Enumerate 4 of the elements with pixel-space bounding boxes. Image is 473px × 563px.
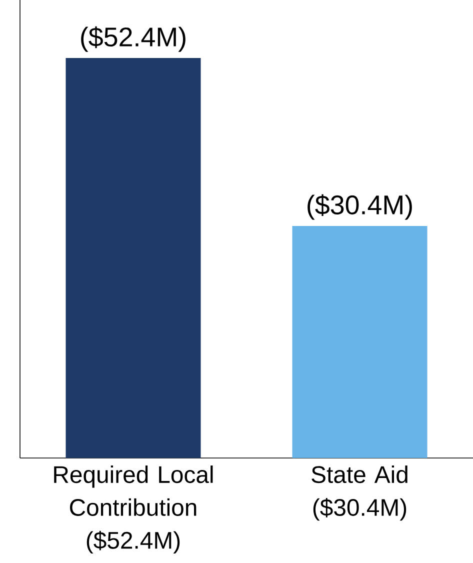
x-tick-label: Required Local Contribution ($52.4M) — [54, 466, 213, 554]
x-tick-label: State Aid ($30.4M) — [312, 466, 408, 521]
data-label: ($30.4M) — [308, 194, 412, 220]
data-label: ($52.4M) — [81, 26, 186, 52]
